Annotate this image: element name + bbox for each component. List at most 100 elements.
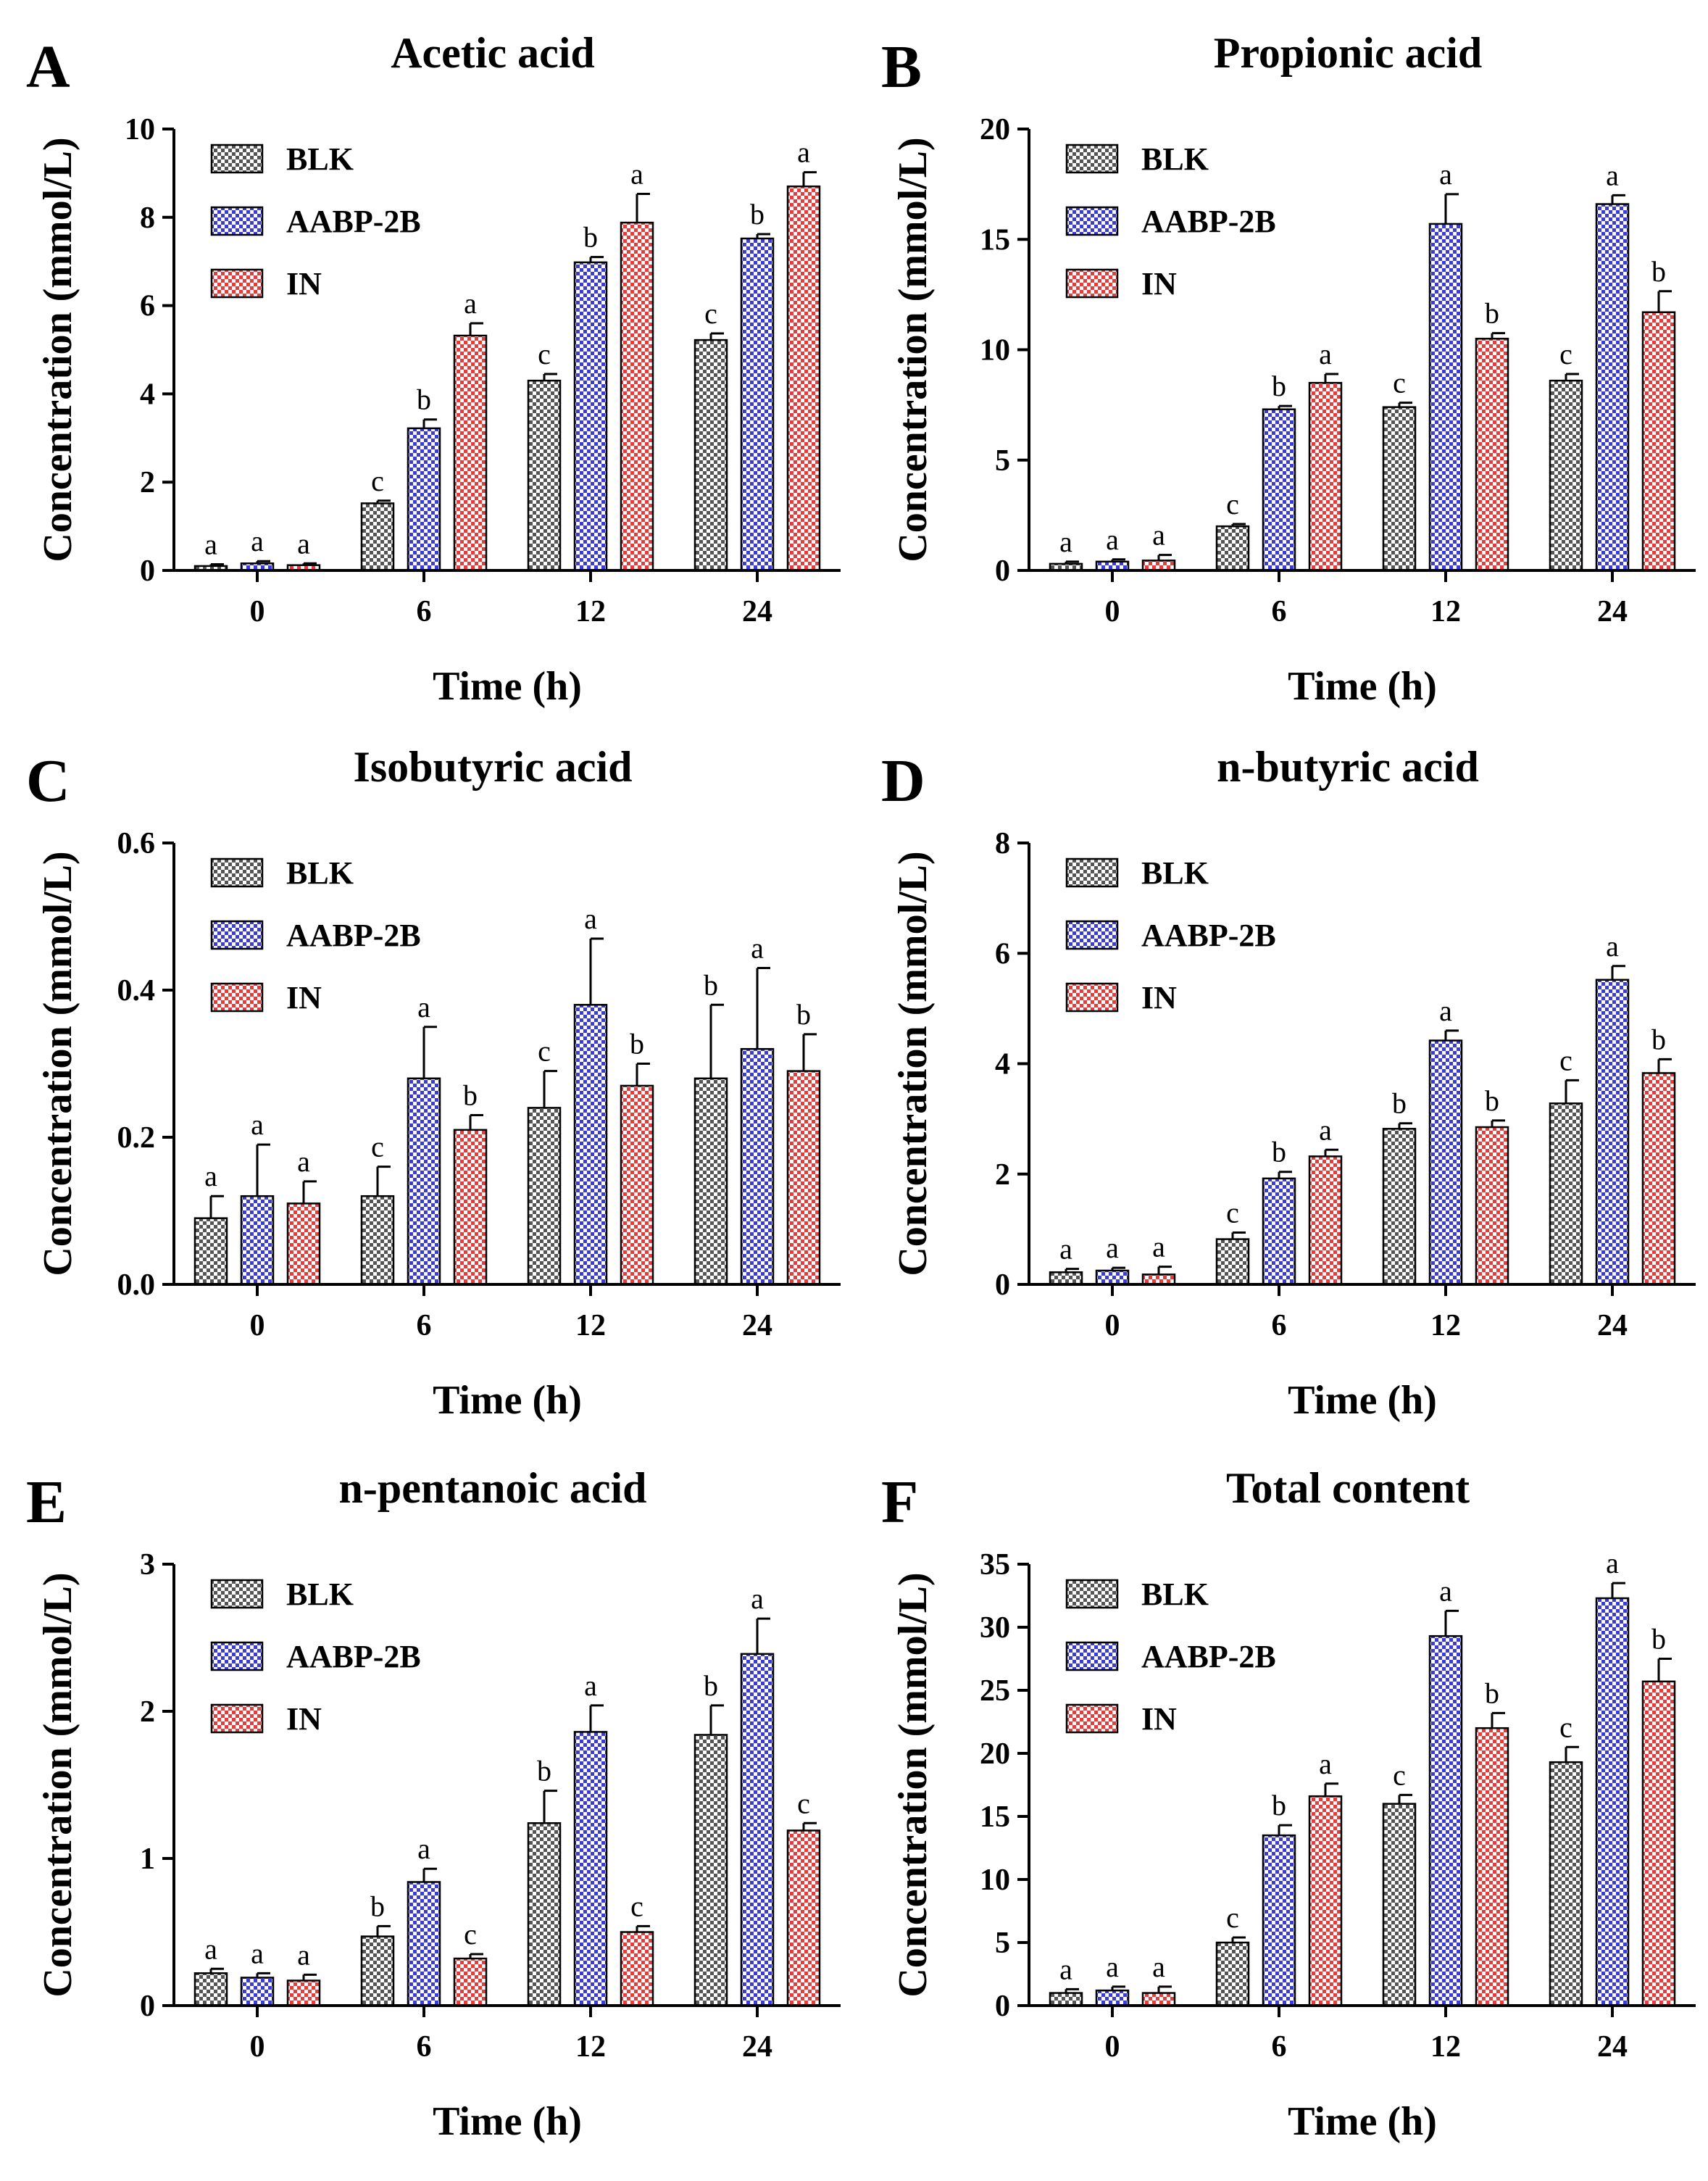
significance-label: a — [417, 991, 430, 1023]
significance-label: c — [1559, 1711, 1572, 1743]
significance-label: c — [1559, 1044, 1572, 1076]
chart-title: Total content — [1226, 1464, 1470, 1512]
significance-label: b — [796, 998, 811, 1031]
significance-label: b — [630, 1028, 644, 1060]
legend-swatch-aabp-2b — [1065, 206, 1119, 236]
legend: BLK AABP-2B IN — [210, 1576, 421, 1737]
y-axis-label: Concentration (mmol/L) — [891, 1572, 936, 1997]
significance-label: a — [1106, 1951, 1119, 1983]
bar-blk-0h — [1049, 1992, 1083, 2007]
bar-in-24h — [1641, 1072, 1676, 1286]
bar-blk-12h — [1382, 1128, 1417, 1286]
y-axis-label: Concentration (mmol/L) — [36, 851, 80, 1276]
significance-label: a — [1439, 1574, 1452, 1607]
y-tick-label: 0 — [995, 554, 1010, 588]
y-tick-label: 6 — [995, 937, 1010, 971]
legend: BLK AABP-2B IN — [1065, 855, 1276, 1015]
bar-aabp-2b-24h — [740, 1047, 775, 1286]
bar-aabp-2b-6h — [407, 427, 441, 572]
bar-in-0h — [286, 1979, 321, 2007]
x-tick-label: 12 — [575, 1309, 606, 1342]
x-axis-label: Time (h) — [1288, 1378, 1437, 1423]
significance-label: c — [371, 465, 384, 497]
y-tick-label: 30 — [980, 1611, 1010, 1645]
significance-label: a — [584, 902, 597, 935]
chart-title: Isobutyric acid — [353, 743, 632, 791]
significance-label: a — [1106, 1231, 1119, 1264]
bar-in-12h — [620, 1084, 654, 1286]
panel-c: C Isobutyric acidaccbaaaaabbb0.00.20.40.6… — [26, 743, 841, 1423]
significance-label: a — [1059, 1233, 1072, 1266]
significance-label: a — [1319, 1748, 1332, 1780]
significance-label: a — [797, 136, 810, 169]
bar-blk-24h — [693, 1077, 728, 1286]
bar-in-12h — [620, 221, 654, 572]
significance-label: a — [751, 1582, 764, 1615]
y-tick-label: 10 — [125, 113, 155, 146]
significance-label: a — [584, 1669, 597, 1702]
significance-label: b — [537, 1755, 551, 1787]
x-axis-label: Time (h) — [433, 664, 582, 709]
x-tick-label: 0 — [1105, 2030, 1120, 2064]
significance-label: a — [1319, 338, 1332, 370]
bar-aabp-2b-24h — [1595, 1597, 1630, 2007]
legend-swatch-blk — [210, 1579, 264, 1609]
legend-swatch-blk — [1065, 1579, 1119, 1609]
panel-f: F Total content a c c c a b a a a a b b 0 5 10 15 20 25 30 35… — [881, 1464, 1696, 2144]
x-tick-label: 6 — [417, 2030, 432, 2064]
y-tick-label: 8 — [140, 202, 155, 235]
significance-label: a — [204, 528, 217, 560]
legend-swatch-blk — [210, 144, 264, 174]
significance-label: a — [1606, 1547, 1619, 1579]
x-tick-label: 24 — [742, 1309, 772, 1342]
bar-blk-6h — [1215, 1238, 1250, 1286]
y-tick-label: 0 — [995, 1268, 1010, 1302]
significance-label: a — [464, 287, 477, 320]
bar-in-24h — [786, 1829, 821, 2007]
bar-blk-24h — [693, 1734, 728, 2007]
bar-in-6h — [453, 334, 488, 572]
y-tick-label: 0.4 — [117, 974, 156, 1008]
legend-swatch-in — [1065, 1703, 1119, 1734]
x-tick-label: 24 — [1597, 595, 1628, 628]
significance-label: c — [704, 297, 717, 330]
legend-swatch-in — [210, 268, 264, 299]
bar-in-24h — [786, 1070, 821, 1286]
legend-label-aabp-2b: AABP-2B — [286, 1639, 421, 1674]
significance-label: a — [297, 1938, 310, 1971]
y-tick-label: 6 — [140, 290, 155, 323]
significance-label: b — [750, 198, 765, 230]
bar-aabp-2b-6h — [1262, 1834, 1296, 2007]
bar-blk-0h — [1049, 1271, 1083, 1286]
bar-in-24h — [1641, 1680, 1676, 2007]
bar-in-0h — [286, 1202, 321, 1286]
legend-label-blk: BLK — [1141, 141, 1209, 177]
bar-aabp-2b-24h — [740, 237, 775, 572]
x-tick-label: 12 — [575, 2030, 606, 2064]
x-axis-label: Time (h) — [433, 2099, 582, 2144]
significance-label: b — [1485, 1677, 1499, 1709]
y-axis-label: Concentration (mmol/L) — [891, 137, 936, 562]
legend-swatch-blk — [1065, 857, 1119, 888]
bar-aabp-2b-0h — [1095, 1269, 1130, 1286]
y-tick-label: 2 — [995, 1158, 1010, 1192]
chart-title: Propionic acid — [1214, 29, 1483, 77]
y-tick-label: 10 — [980, 1864, 1010, 1897]
bar-aabp-2b-24h — [1595, 203, 1630, 572]
y-axis-label: Concentration (mmol/L) — [36, 1572, 80, 1997]
significance-label: a — [1439, 994, 1452, 1027]
panel-letter: F — [881, 1468, 918, 1536]
y-tick-label: 0 — [140, 554, 155, 588]
bar-in-24h — [1641, 311, 1676, 572]
bar-aabp-2b-6h — [1262, 408, 1296, 572]
bar-in-12h — [620, 1931, 654, 2007]
significance-label: b — [1485, 297, 1499, 330]
bar-aabp-2b-24h — [1595, 979, 1630, 1286]
legend-swatch-aabp-2b — [210, 206, 264, 236]
y-tick-label: 4 — [995, 1048, 1010, 1081]
legend-label-aabp-2b: AABP-2B — [1141, 1639, 1276, 1674]
y-tick-label: 0.0 — [117, 1268, 156, 1302]
